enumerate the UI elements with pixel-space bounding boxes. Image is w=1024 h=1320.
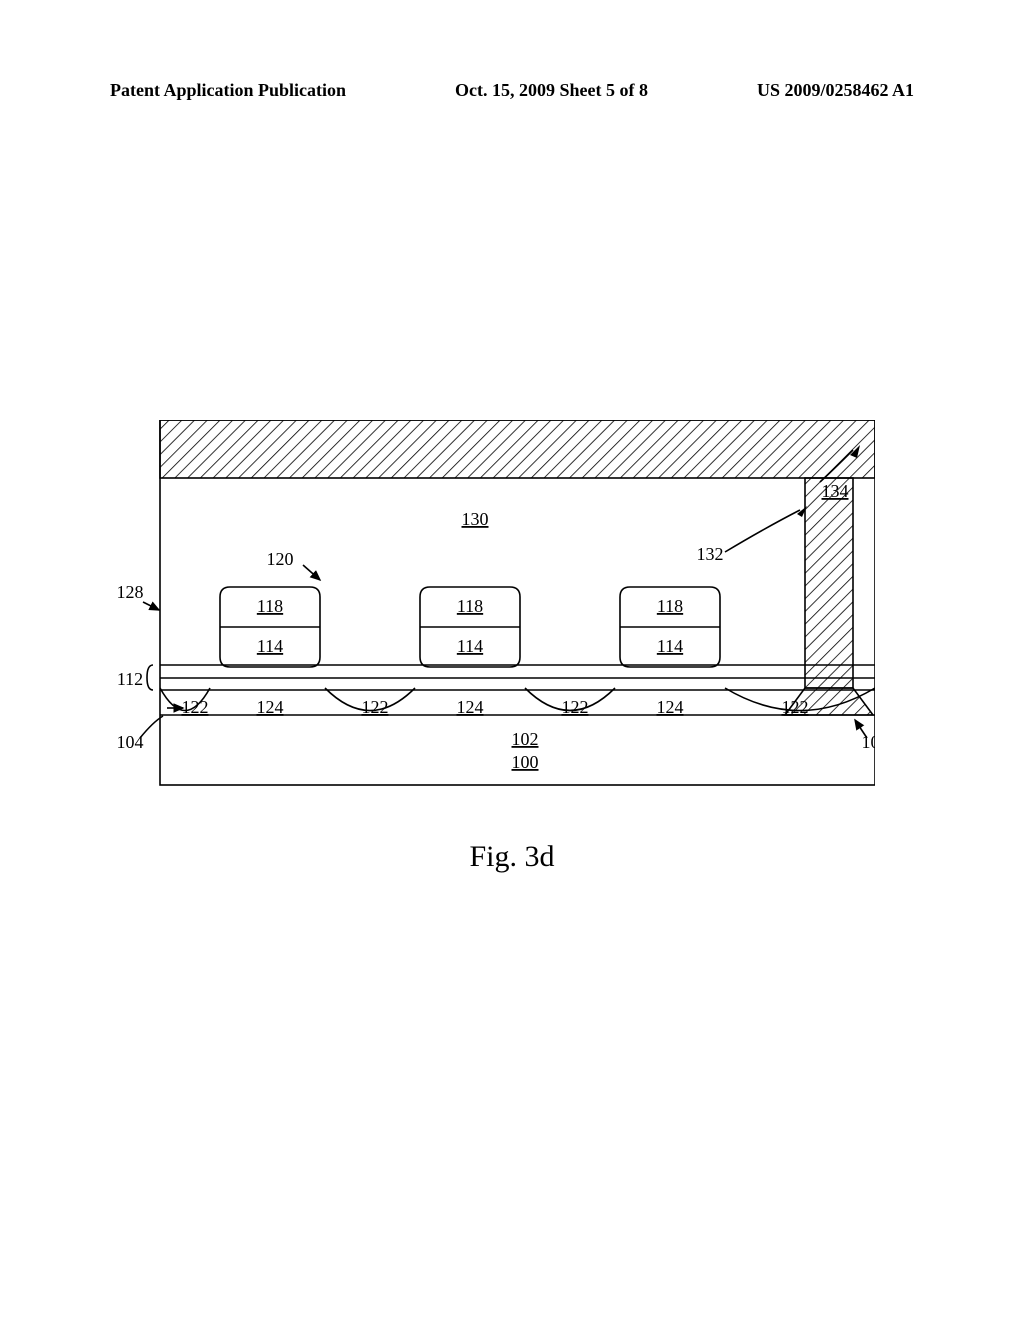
svg-text:120: 120 bbox=[267, 549, 294, 569]
header-center: Oct. 15, 2009 Sheet 5 of 8 bbox=[455, 80, 648, 101]
svg-text:124: 124 bbox=[257, 697, 284, 717]
svg-text:104: 104 bbox=[862, 732, 876, 752]
svg-text:114: 114 bbox=[257, 636, 283, 656]
svg-text:130: 130 bbox=[462, 509, 489, 529]
svg-text:134: 134 bbox=[822, 481, 849, 501]
svg-text:102: 102 bbox=[512, 729, 539, 749]
figure-svg: 130 120 128 112 104 104 118 118 118 114 114 114 122 1… bbox=[105, 420, 875, 810]
svg-text:118: 118 bbox=[257, 596, 283, 616]
svg-text:122: 122 bbox=[782, 697, 809, 717]
page-header: Patent Application Publication Oct. 15, … bbox=[0, 80, 1024, 101]
svg-text:122: 122 bbox=[182, 697, 209, 717]
svg-text:118: 118 bbox=[657, 596, 683, 616]
svg-text:128: 128 bbox=[117, 582, 144, 602]
svg-text:104: 104 bbox=[117, 732, 144, 752]
svg-text:112: 112 bbox=[117, 669, 143, 689]
svg-text:114: 114 bbox=[657, 636, 683, 656]
svg-text:124: 124 bbox=[657, 697, 684, 717]
svg-text:124: 124 bbox=[457, 697, 484, 717]
svg-text:114: 114 bbox=[457, 636, 483, 656]
svg-text:118: 118 bbox=[457, 596, 483, 616]
svg-text:122: 122 bbox=[362, 697, 389, 717]
svg-text:122: 122 bbox=[562, 697, 589, 717]
figure-caption: Fig. 3d bbox=[0, 840, 1024, 874]
header-right: US 2009/0258462 A1 bbox=[757, 80, 914, 101]
header-left: Patent Application Publication bbox=[110, 80, 346, 101]
page: Patent Application Publication Oct. 15, … bbox=[0, 0, 1024, 1320]
figure-3d: 130 120 128 112 104 104 118 118 118 114 114 114 122 1… bbox=[105, 420, 875, 810]
svg-text:100: 100 bbox=[512, 752, 539, 772]
svg-text:132: 132 bbox=[697, 544, 724, 564]
